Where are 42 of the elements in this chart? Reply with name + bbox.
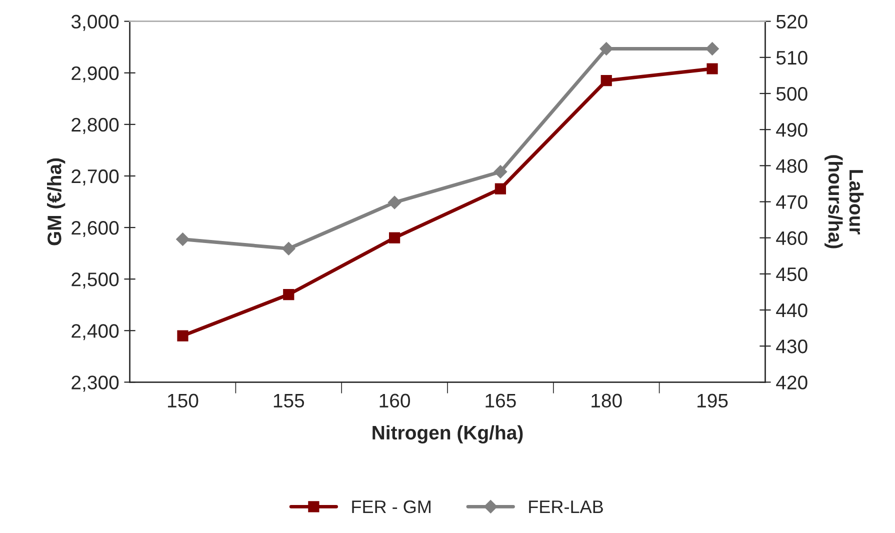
legend-label: FER - GM [352, 500, 430, 514]
y-tick-label: 2,800 [72, 118, 119, 134]
y2-tick-label: 490 [776, 123, 808, 137]
y2-tick-label: 470 [776, 195, 808, 209]
y-tick-label: 2,500 [72, 272, 119, 289]
y2-tick-label: 520 [776, 14, 808, 29]
x-axis-title: Nitrogen (Kg/ha) [372, 425, 523, 444]
x-tick-label: 155 [274, 394, 304, 408]
point [600, 42, 613, 56]
y-tick-label: 2,300 [72, 376, 119, 392]
x-tick-label: 150 [168, 394, 198, 408]
point [706, 42, 719, 56]
x-tick-label: 195 [698, 394, 728, 408]
point [177, 330, 188, 342]
point [388, 196, 402, 210]
point [600, 75, 612, 86]
point [282, 242, 296, 256]
y2-tick-label: 430 [776, 340, 808, 354]
y-tick-label: 2,400 [72, 324, 119, 340]
y2-tick-label: 420 [776, 376, 808, 390]
point [494, 183, 506, 194]
y2-tick-label: 510 [776, 50, 808, 65]
y2-tick-label: 480 [776, 159, 808, 173]
x-tick-label: 180 [592, 394, 622, 408]
point [706, 63, 718, 74]
y2-axis-title: Labour (hours/ha) [824, 155, 864, 248]
y-tick-label: 2,700 [72, 169, 119, 186]
y2-tick-label: 460 [776, 231, 808, 246]
y2-tick-label: 440 [776, 303, 808, 318]
point [283, 288, 294, 300]
point [388, 232, 400, 244]
y-axis-title: GM (€/ha) [47, 158, 66, 246]
y-tick-label: 3,000 [71, 14, 119, 31]
legend-label: FER-LAB [529, 500, 603, 514]
point [176, 232, 190, 246]
y-tick-label: 2,600 [72, 220, 119, 238]
y2-tick-label: 450 [776, 267, 808, 282]
y-tick-label: 2,900 [72, 66, 119, 82]
x-tick-label: 165 [486, 394, 516, 408]
x-tick-label: 160 [380, 394, 410, 408]
y2-tick-label: 500 [776, 86, 808, 101]
point [494, 165, 508, 178]
